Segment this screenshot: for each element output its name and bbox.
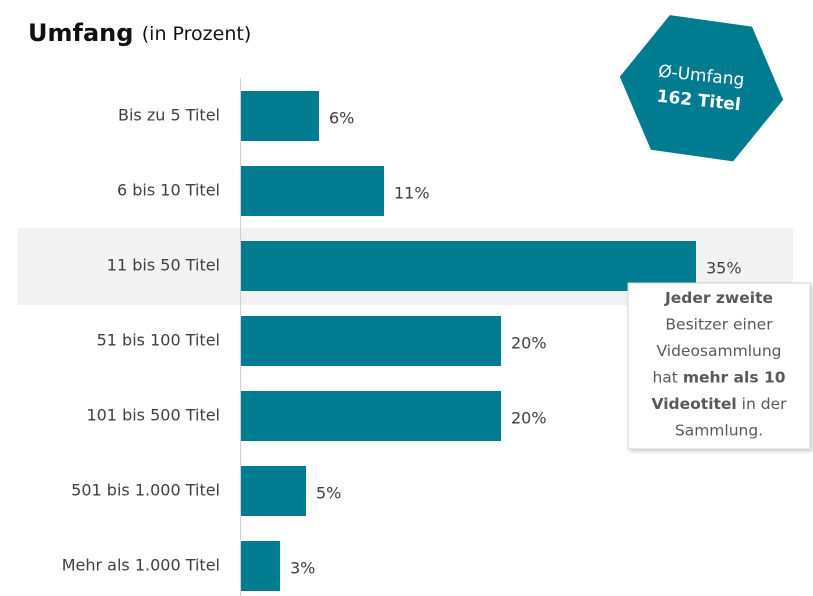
category-label: 6 bis 10 Titel xyxy=(117,181,220,200)
callout-text: Jeder zweite xyxy=(664,289,773,307)
value-label: 3% xyxy=(290,559,315,578)
callout-line: hat mehr als 10 xyxy=(652,368,785,386)
bar xyxy=(241,241,696,291)
badge-hexagon xyxy=(619,15,784,162)
bar xyxy=(241,91,319,141)
category-label: 11 bis 50 Titel xyxy=(107,256,220,275)
bar xyxy=(241,466,306,516)
callout-line: Videotitel in der xyxy=(652,395,788,413)
value-label: 35% xyxy=(706,259,742,278)
callout-line: Videosammlung xyxy=(657,342,782,360)
value-label: 11% xyxy=(394,184,430,203)
category-label: 101 bis 500 Titel xyxy=(86,406,220,425)
callout-text: hat xyxy=(652,368,682,386)
callout: Jeder zweite Besitzer einer Videosammlung h… xyxy=(627,282,811,450)
chart-title: Umfang (in Prozent) xyxy=(28,19,251,47)
badge xyxy=(619,15,784,162)
callout-text: Sammlung. xyxy=(675,421,763,439)
category-label: Mehr als 1.000 Titel xyxy=(62,556,220,575)
callout-text: Besitzer einer xyxy=(665,315,773,333)
subtitle: (in Prozent) xyxy=(142,23,251,45)
callout-text: mehr als 10 xyxy=(683,368,786,386)
value-label: 20% xyxy=(511,409,547,428)
category-label: Bis zu 5 Titel xyxy=(118,106,220,125)
callout-text: Videotitel xyxy=(652,395,737,413)
value-label: 5% xyxy=(316,484,341,503)
value-label: 20% xyxy=(511,334,547,353)
callout-line: Besitzer einer xyxy=(665,315,773,333)
value-label: 6% xyxy=(329,109,354,128)
title: Umfang xyxy=(28,19,133,47)
category-label: 501 bis 1.000 Titel xyxy=(71,481,220,500)
callout-line: Sammlung. xyxy=(675,421,763,439)
callout-box xyxy=(627,282,811,450)
bar xyxy=(241,316,501,366)
callout-line: Jeder zweite xyxy=(664,289,773,307)
bar xyxy=(241,391,501,441)
bar xyxy=(241,541,280,591)
callout-text: Videosammlung xyxy=(657,342,782,360)
category-label: 51 bis 100 Titel xyxy=(97,331,220,350)
callout-text: in der xyxy=(737,395,787,413)
bar xyxy=(241,166,384,216)
